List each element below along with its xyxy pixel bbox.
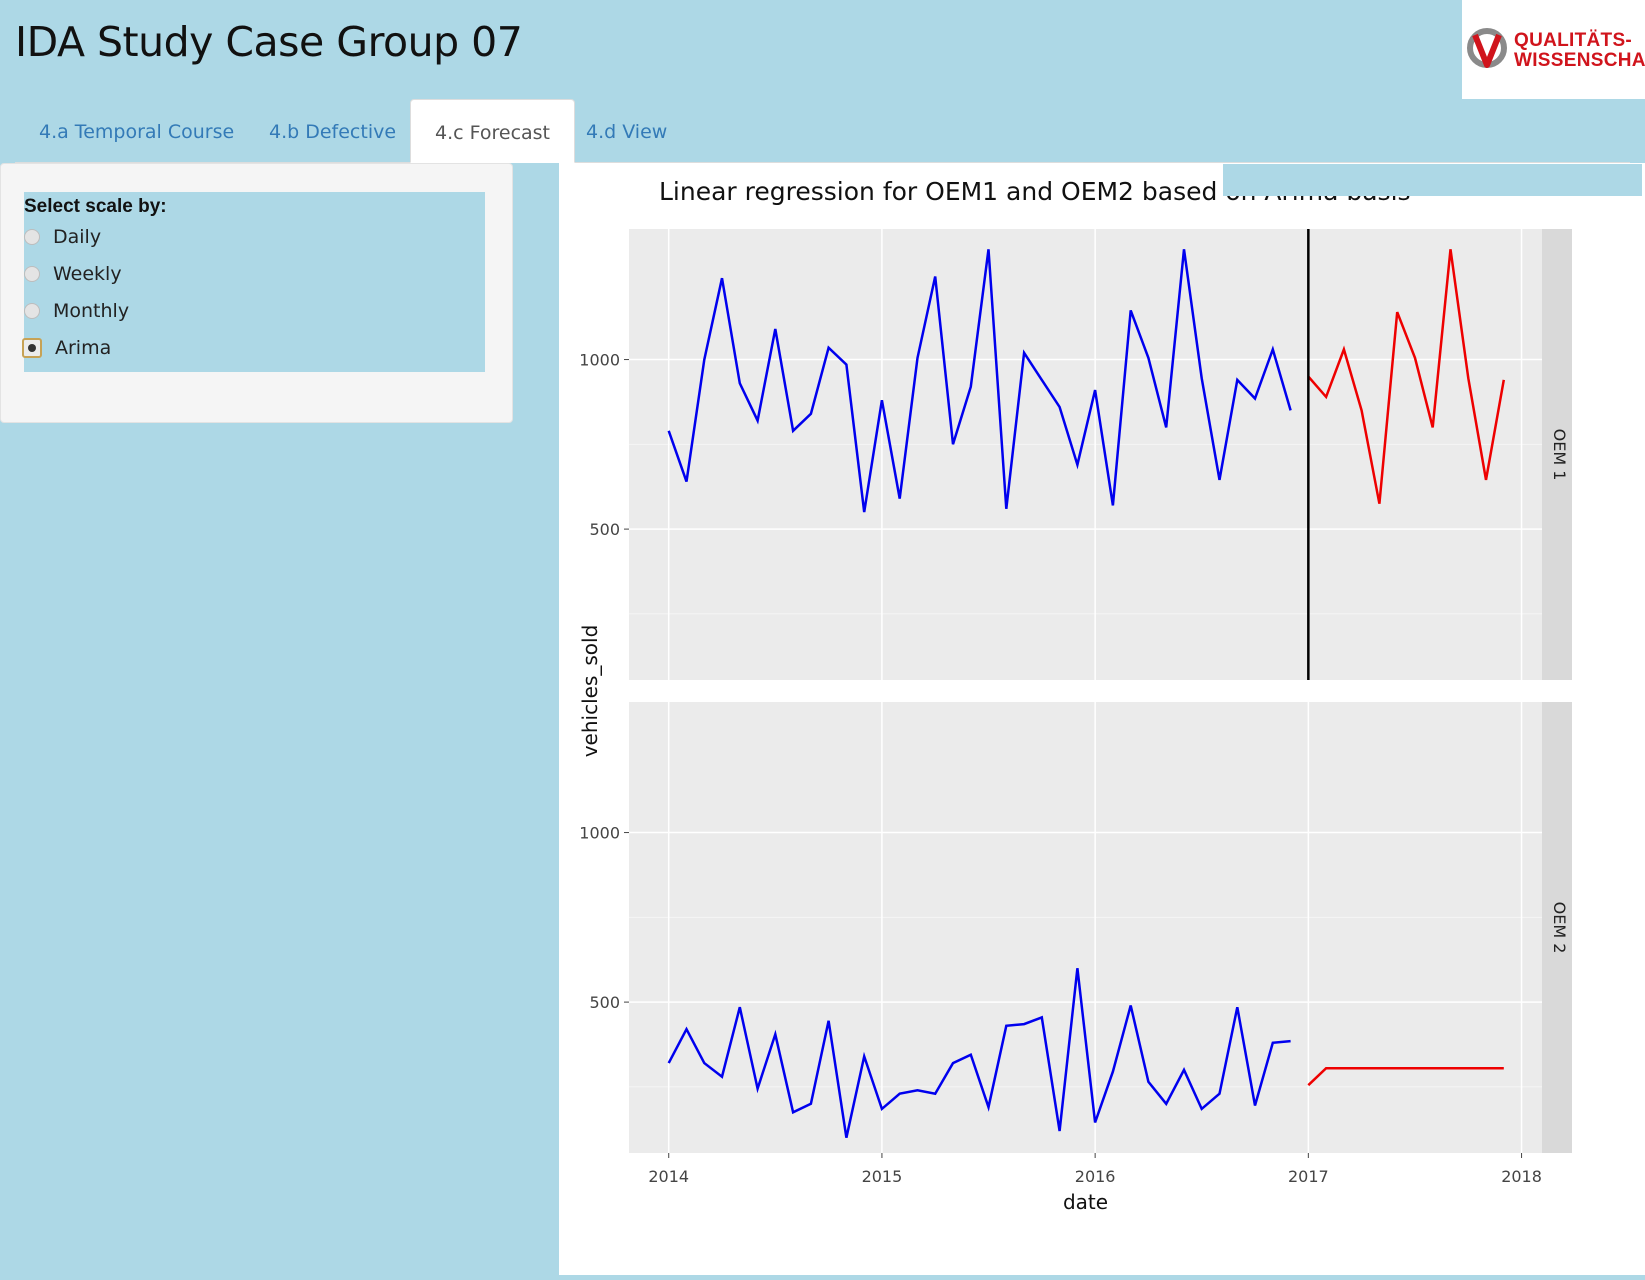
y-tick-label: 500	[589, 520, 620, 539]
radio-option-weekly[interactable]: Weekly	[24, 259, 122, 289]
tab-view[interactable]: 4.d View	[586, 121, 668, 143]
x-tick-label: 2018	[1501, 1167, 1542, 1186]
radio-label-monthly: Monthly	[53, 300, 130, 322]
logo: QUALITÄTS- WISSENSCHAFT	[1462, 0, 1645, 99]
x-tick-label: 2015	[862, 1167, 903, 1186]
panel-background	[629, 702, 1542, 1153]
radio-option-monthly[interactable]: Monthly	[24, 296, 129, 326]
y-tick-label: 1000	[579, 351, 620, 370]
y-axis-label: vehicles_sold	[578, 625, 602, 758]
observed-series-line	[667, 249, 1292, 513]
panel-background	[629, 229, 1542, 680]
x-tick-label: 2017	[1288, 1167, 1329, 1186]
scale-radio-group: Select scale by: Daily Weekly Monthly Ar…	[22, 192, 485, 372]
app-title: IDA Study Case Group 07	[15, 18, 523, 66]
tab-bar: 4.a Temporal Course 4.b Defective 4.c Fo…	[15, 99, 1630, 163]
forecast-series-line	[1307, 249, 1506, 504]
y-tick-label: 1000	[579, 824, 620, 843]
radio-option-daily[interactable]: Daily	[24, 222, 101, 252]
radio-option-arima[interactable]: Arima	[22, 333, 112, 363]
facet-strip	[1542, 702, 1572, 1153]
radio-button-daily[interactable]	[24, 229, 40, 245]
logo-mark-icon	[1467, 28, 1507, 68]
sidebar-panel: Select scale by: Daily Weekly Monthly Ar…	[0, 163, 513, 423]
radio-button-weekly[interactable]	[24, 266, 40, 282]
radio-label-weekly: Weekly	[53, 263, 122, 285]
radio-label-daily: Daily	[53, 226, 102, 248]
radio-button-arima[interactable]	[22, 338, 42, 358]
logo-line-1: QUALITÄTS-	[1514, 30, 1633, 51]
logo-line-2: WISSENSCHAFT	[1514, 50, 1645, 71]
radio-group-label: Select scale by:	[24, 196, 167, 217]
tab-temporal-course[interactable]: 4.a Temporal Course	[39, 121, 235, 143]
facet-strip	[1542, 229, 1572, 680]
facet-label: OEM 1	[1550, 429, 1569, 481]
x-axis-label: date	[1063, 1190, 1108, 1214]
forecast-chart: Linear regression for OEM1 and OEM2 base…	[578, 177, 1572, 1214]
main-panel: Linear regression for OEM1 and OEM2 base…	[559, 163, 1645, 1275]
forecast-series-line	[1307, 1066, 1504, 1087]
overlay-strip	[1223, 164, 1642, 196]
observed-series-line	[667, 968, 1291, 1138]
x-tick-label: 2014	[648, 1167, 689, 1186]
y-tick-label: 500	[589, 993, 620, 1012]
tab-defective[interactable]: 4.b Defective	[269, 121, 397, 143]
radio-label-arima: Arima	[55, 337, 112, 359]
radio-button-monthly[interactable]	[24, 303, 40, 319]
x-tick-label: 2016	[1075, 1167, 1116, 1186]
facet-label: OEM 2	[1550, 902, 1569, 954]
tab-forecast[interactable]: 4.c Forecast	[410, 99, 576, 163]
